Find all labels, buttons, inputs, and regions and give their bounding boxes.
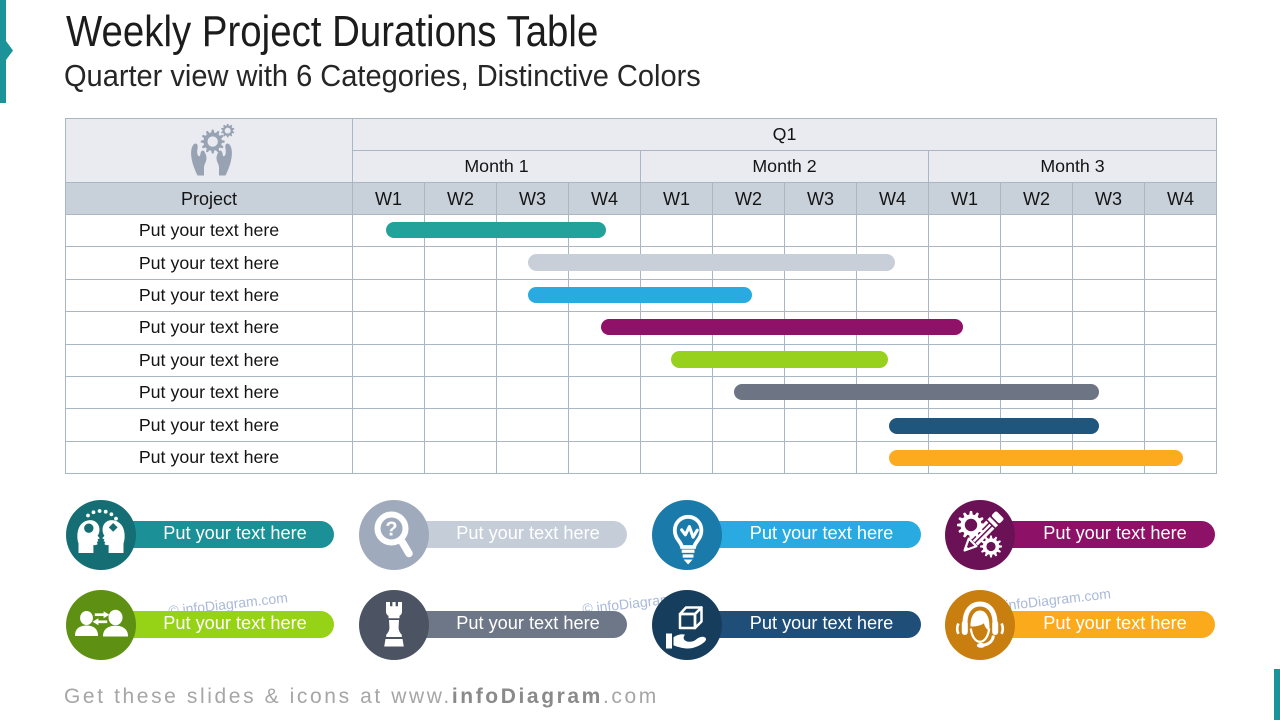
svg-text:?: ?	[385, 518, 397, 540]
